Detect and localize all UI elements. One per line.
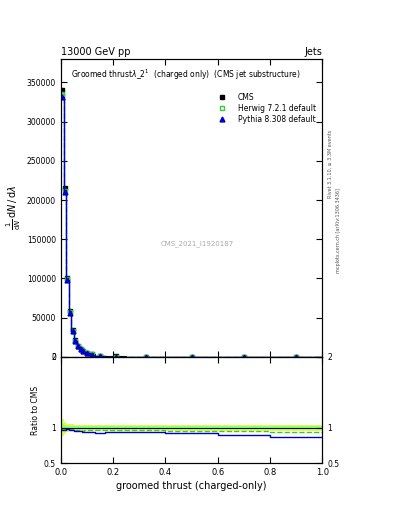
CMS: [189, 354, 194, 360]
Pythia 8.308 default: [98, 353, 103, 359]
CMS: [73, 337, 78, 344]
Herwig 7.2.1 default: [68, 309, 72, 315]
Pythia 8.308 default: [241, 354, 246, 360]
Line: Herwig 7.2.1 default: Herwig 7.2.1 default: [60, 92, 299, 359]
Herwig 7.2.1 default: [189, 354, 194, 360]
Herwig 7.2.1 default: [90, 351, 95, 357]
Text: Groomed thrust$\lambda$_2$^1$  (charged only)  (CMS jet substructure): Groomed thrust$\lambda$_2$^1$ (charged o…: [72, 68, 301, 82]
Herwig 7.2.1 default: [81, 348, 86, 354]
CMS: [85, 350, 90, 356]
CMS: [68, 308, 72, 314]
Herwig 7.2.1 default: [78, 346, 83, 352]
CMS: [62, 185, 67, 191]
Pythia 8.308 default: [65, 277, 70, 283]
Pythia 8.308 default: [60, 94, 64, 100]
CMS: [75, 343, 80, 349]
CMS: [143, 354, 148, 360]
Y-axis label: Ratio to CMS: Ratio to CMS: [31, 386, 40, 435]
Pythia 8.308 default: [143, 354, 148, 360]
Pythia 8.308 default: [70, 328, 75, 334]
CMS: [60, 87, 64, 93]
Herwig 7.2.1 default: [114, 353, 118, 359]
Pythia 8.308 default: [62, 189, 67, 195]
Herwig 7.2.1 default: [98, 353, 103, 359]
Line: Pythia 8.308 default: Pythia 8.308 default: [60, 94, 299, 359]
Pythia 8.308 default: [68, 310, 72, 316]
Herwig 7.2.1 default: [75, 343, 80, 349]
Text: 13000 GeV pp: 13000 GeV pp: [61, 47, 130, 57]
Text: Rivet 3.1.10, ≥ 3.3M events: Rivet 3.1.10, ≥ 3.3M events: [328, 130, 333, 198]
X-axis label: groomed thrust (charged-only): groomed thrust (charged-only): [116, 481, 267, 492]
Herwig 7.2.1 default: [60, 91, 64, 97]
Herwig 7.2.1 default: [73, 338, 78, 344]
Pythia 8.308 default: [81, 348, 86, 354]
Pythia 8.308 default: [75, 343, 80, 349]
Pythia 8.308 default: [78, 346, 83, 352]
Text: Jets: Jets: [305, 47, 322, 57]
CMS: [114, 353, 118, 359]
CMS: [90, 351, 95, 357]
Pythia 8.308 default: [90, 352, 95, 358]
Pythia 8.308 default: [73, 338, 78, 344]
Herwig 7.2.1 default: [143, 354, 148, 360]
Line: CMS: CMS: [60, 88, 299, 359]
CMS: [81, 348, 86, 354]
CMS: [294, 354, 299, 360]
Text: mcplots.cern.ch [arXiv:1306.3436]: mcplots.cern.ch [arXiv:1306.3436]: [336, 188, 341, 273]
Pythia 8.308 default: [189, 354, 194, 360]
Herwig 7.2.1 default: [70, 328, 75, 334]
CMS: [241, 354, 246, 360]
CMS: [78, 346, 83, 352]
Pythia 8.308 default: [294, 354, 299, 360]
Herwig 7.2.1 default: [62, 187, 67, 194]
Text: CMS_2021_I1920187: CMS_2021_I1920187: [160, 240, 233, 247]
Herwig 7.2.1 default: [294, 354, 299, 360]
Legend: CMS, Herwig 7.2.1 default, Pythia 8.308 default: CMS, Herwig 7.2.1 default, Pythia 8.308 …: [213, 93, 316, 124]
Pythia 8.308 default: [114, 353, 118, 359]
Herwig 7.2.1 default: [65, 276, 70, 282]
Y-axis label: $\frac{1}{\mathrm{d}N}\,\mathrm{d}N\,/\,\mathrm{d}\lambda$: $\frac{1}{\mathrm{d}N}\,\mathrm{d}N\,/\,…: [4, 185, 23, 230]
CMS: [65, 275, 70, 282]
CMS: [70, 327, 75, 333]
Herwig 7.2.1 default: [241, 354, 246, 360]
Herwig 7.2.1 default: [85, 350, 90, 356]
Pythia 8.308 default: [85, 350, 90, 356]
CMS: [98, 353, 103, 359]
